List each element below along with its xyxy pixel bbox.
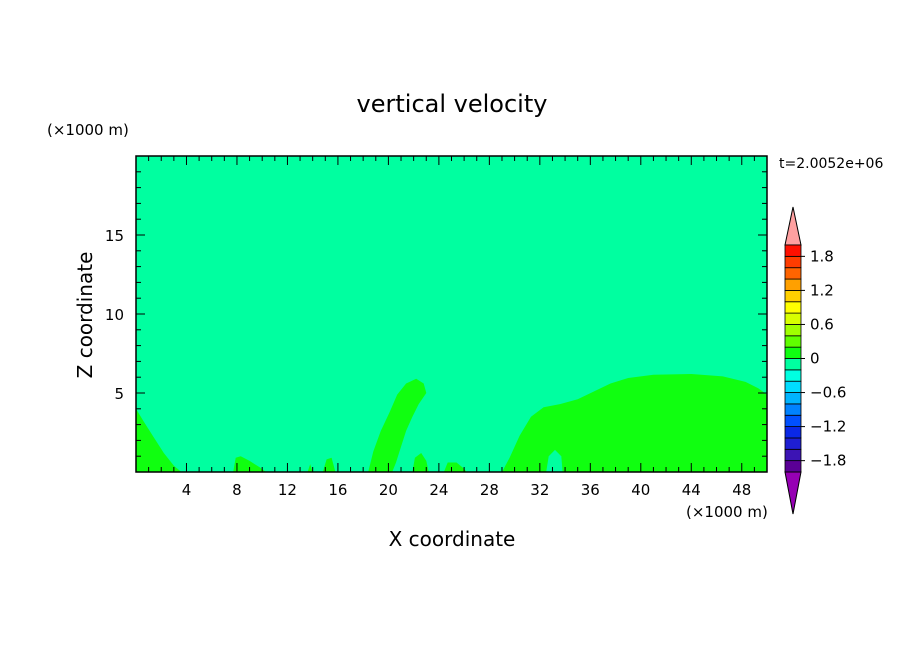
colorbar-swatch xyxy=(784,403,802,416)
x-tick-label: 28 xyxy=(480,481,499,499)
colorbar-swatch xyxy=(784,460,802,473)
colorbar-swatch xyxy=(784,255,802,269)
colorbar-under-arrow xyxy=(784,471,802,515)
x-tick-label: 8 xyxy=(232,481,242,499)
colorbar-tick-label: −1.8 xyxy=(810,452,846,470)
x-tick-label: 12 xyxy=(278,481,297,499)
colorbar-over-arrow xyxy=(784,206,802,246)
colorbar-swatch xyxy=(784,414,802,428)
x-tick-label: 32 xyxy=(530,481,549,499)
colorbar-swatch xyxy=(784,380,802,393)
y-axis-title: Z coordinate xyxy=(73,252,97,379)
x-tick-label: 36 xyxy=(581,481,600,499)
colorbar-swatch xyxy=(784,392,802,405)
colorbar-swatch xyxy=(784,278,802,291)
positive-region-1 xyxy=(136,408,182,472)
y-tick-label: 5 xyxy=(114,385,124,403)
positive-region-8 xyxy=(502,374,767,472)
positive-region-5 xyxy=(368,378,427,472)
time-label: t=2.0052e+06 xyxy=(779,156,883,172)
positive-region-6 xyxy=(412,453,429,472)
colorbar-tick-label: −0.6 xyxy=(810,384,846,402)
negative-region-1 xyxy=(546,449,563,472)
y-tick-label: 10 xyxy=(105,306,124,324)
plot-area xyxy=(136,156,767,472)
colorbar-swatch xyxy=(784,358,802,371)
chart-title: vertical velocity xyxy=(357,90,548,118)
colorbar-tick-label: 0 xyxy=(810,350,820,368)
colorbar-swatch xyxy=(784,335,802,348)
x-tick-label: 40 xyxy=(631,481,650,499)
x-tick-label: 4 xyxy=(182,481,192,499)
positive-region-2 xyxy=(233,456,266,472)
x-tick-label: 16 xyxy=(328,481,347,499)
y-axis-unit: (×1000 m) xyxy=(47,121,129,139)
colorbar-swatch xyxy=(784,267,802,280)
positive-region-3 xyxy=(307,464,313,472)
x-tick-label: 24 xyxy=(429,481,448,499)
colorbar-swatch xyxy=(784,312,802,325)
x-tick-label: 44 xyxy=(682,481,701,499)
positive-region-7 xyxy=(443,462,467,472)
colorbar-swatch xyxy=(784,289,802,303)
colorbar-swatch xyxy=(784,324,802,337)
x-tick-label: 48 xyxy=(732,481,751,499)
colorbar-swatch xyxy=(784,437,802,450)
colorbar-swatch xyxy=(784,426,802,439)
colorbar-tick-label: 0.6 xyxy=(810,315,834,333)
colorbar: 1.8 1.2 0.6 0 −0.6 −1.2 −1.8 xyxy=(784,206,846,515)
colorbar-tick-label: 1.2 xyxy=(810,281,834,299)
x-axis-unit: (×1000 m) xyxy=(686,503,768,521)
colorbar-swatch xyxy=(784,244,802,257)
colorbar-swatch xyxy=(784,448,802,462)
colorbar-tick-label: −1.2 xyxy=(810,418,846,436)
y-tick-label: 15 xyxy=(105,227,124,245)
colorbar-swatch xyxy=(784,346,802,359)
colorbar-swatch xyxy=(784,301,802,314)
x-axis-title: X coordinate xyxy=(389,527,516,551)
positive-region-4 xyxy=(322,457,336,472)
colorbar-tick-label: 1.8 xyxy=(810,247,834,265)
x-tick-label: 20 xyxy=(379,481,398,499)
colorbar-swatch xyxy=(784,369,802,382)
